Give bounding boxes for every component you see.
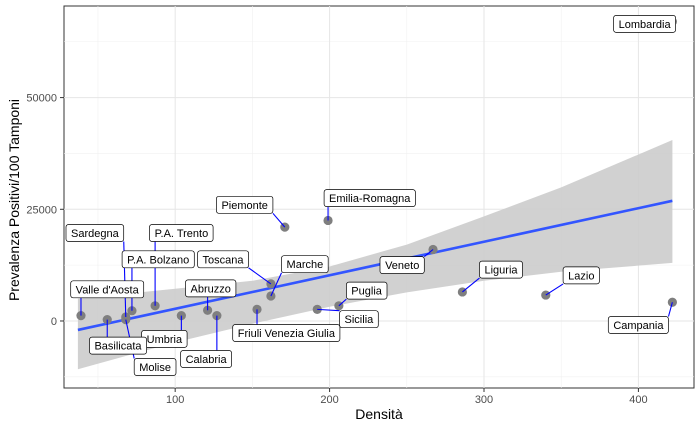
label-box-basilicata bbox=[89, 336, 147, 355]
label-sardegna: Sardegna bbox=[65, 224, 125, 242]
label-valle-d-aosta: Valle d'Aosta bbox=[70, 280, 145, 299]
label-text-molise: Molise bbox=[139, 362, 171, 374]
leader-liguria bbox=[462, 277, 480, 293]
label-text-lazio: Lazio bbox=[568, 270, 594, 282]
label-box-puglia bbox=[346, 281, 388, 300]
label-liguria: Liguria bbox=[479, 260, 523, 279]
label-box-marche bbox=[281, 255, 329, 274]
label-text-veneto: Veneto bbox=[385, 260, 419, 272]
leader-lazio bbox=[545, 283, 564, 296]
label-puglia: Puglia bbox=[346, 281, 388, 300]
axes: 100 200 300 400 0 25000 50000 bbox=[26, 93, 647, 406]
leader-campania bbox=[667, 302, 673, 317]
label-friuli-venezia-giulia: Friuli Venezia Giulia bbox=[232, 324, 341, 342]
label-text-p-a-trento: P.A. Trento bbox=[155, 228, 209, 240]
x-tick-label: 200 bbox=[320, 394, 338, 406]
y-tick-label: 0 bbox=[51, 316, 57, 328]
regression-line-group bbox=[77, 199, 673, 332]
label-text-piemonte: Piemonte bbox=[221, 200, 267, 212]
y-tick-label: 50000 bbox=[26, 93, 57, 105]
label-toscana: Toscana bbox=[197, 250, 249, 269]
label-box-campania bbox=[607, 316, 669, 334]
label-box-calabria bbox=[180, 350, 232, 368]
label-box-abruzzo bbox=[185, 279, 237, 298]
point-labels: Lombardia Emilia-Romagna Piemonte Veneto Lig… bbox=[65, 15, 676, 376]
label-box-lombardia bbox=[613, 15, 676, 33]
label-basilicata: Basilicata bbox=[89, 336, 147, 355]
confidence-ribbon bbox=[77, 140, 673, 370]
label-lazio: Lazio bbox=[562, 266, 600, 285]
label-text-basilicata: Basilicata bbox=[94, 341, 142, 353]
label-box-sardegna bbox=[65, 224, 125, 242]
regression-line bbox=[77, 199, 673, 332]
label-lombardia: Lombardia bbox=[613, 15, 676, 33]
label-box-sicilia bbox=[339, 310, 379, 329]
label-box-p-a-bolzano bbox=[121, 250, 195, 269]
label-text-toscana: Toscana bbox=[203, 254, 245, 266]
label-p-a-bolzano: P.A. Bolzano bbox=[121, 250, 195, 269]
label-text-puglia: Puglia bbox=[351, 286, 382, 298]
leader-toscana bbox=[248, 267, 272, 285]
label-text-abruzzo: Abruzzo bbox=[191, 283, 231, 295]
label-marche: Marche bbox=[281, 255, 329, 274]
label-text-liguria: Liguria bbox=[484, 265, 518, 277]
label-emilia-romagna: Emilia-Romagna bbox=[323, 189, 416, 207]
y-tick-label: 25000 bbox=[26, 204, 57, 216]
label-molise: Molise bbox=[133, 358, 177, 376]
ribbon-area bbox=[77, 140, 673, 370]
label-p-a-trento: P.A. Trento bbox=[149, 224, 214, 242]
leader-puglia bbox=[338, 298, 347, 307]
label-box-lazio bbox=[562, 266, 600, 285]
label-box-piemonte bbox=[216, 195, 274, 214]
leader-sicilia bbox=[317, 308, 340, 312]
x-tick-label: 300 bbox=[475, 394, 493, 406]
x-axis-label: Densità bbox=[355, 406, 403, 422]
label-text-emilia-romagna: Emilia-Romagna bbox=[329, 193, 411, 205]
x-tick-label: 400 bbox=[629, 394, 647, 406]
label-text-marche: Marche bbox=[287, 259, 324, 271]
label-sicilia: Sicilia bbox=[339, 310, 379, 329]
label-text-p-a-bolzano: P.A. Bolzano bbox=[127, 254, 189, 266]
label-text-campania: Campania bbox=[613, 320, 664, 332]
label-box-toscana bbox=[197, 250, 249, 269]
label-text-valle-d-aosta: Valle d'Aosta bbox=[76, 284, 140, 296]
y-axis-label: Prevalenza Positivi/100 Tamponi bbox=[6, 99, 22, 301]
leader-veneto bbox=[423, 249, 434, 258]
label-veneto: Veneto bbox=[379, 256, 425, 274]
label-box-liguria bbox=[479, 260, 523, 279]
label-text-calabria: Calabria bbox=[186, 354, 228, 366]
label-box-friuli-venezia-giulia bbox=[232, 324, 341, 342]
label-text-umbria: Umbria bbox=[147, 334, 183, 346]
label-box-molise bbox=[133, 358, 177, 376]
leader-marche bbox=[270, 272, 283, 297]
label-abruzzo: Abruzzo bbox=[185, 279, 237, 298]
label-box-veneto bbox=[379, 256, 425, 274]
label-box-p-a-trento bbox=[149, 224, 214, 242]
label-box-emilia-romagna bbox=[323, 189, 416, 207]
label-text-sardegna: Sardegna bbox=[71, 228, 120, 240]
leader-piemonte bbox=[272, 212, 286, 228]
label-piemonte: Piemonte bbox=[216, 195, 274, 214]
label-text-sicilia: Sicilia bbox=[345, 314, 375, 326]
label-calabria: Calabria bbox=[180, 350, 232, 368]
x-tick-label: 100 bbox=[166, 394, 184, 406]
label-box-valle-d-aosta bbox=[70, 280, 145, 299]
label-text-friuli-venezia-giulia: Friuli Venezia Giulia bbox=[238, 328, 336, 340]
label-umbria: Umbria bbox=[141, 330, 188, 348]
label-campania: Campania bbox=[607, 316, 669, 334]
label-text-lombardia: Lombardia bbox=[619, 19, 672, 31]
label-leader-lines bbox=[80, 206, 673, 359]
